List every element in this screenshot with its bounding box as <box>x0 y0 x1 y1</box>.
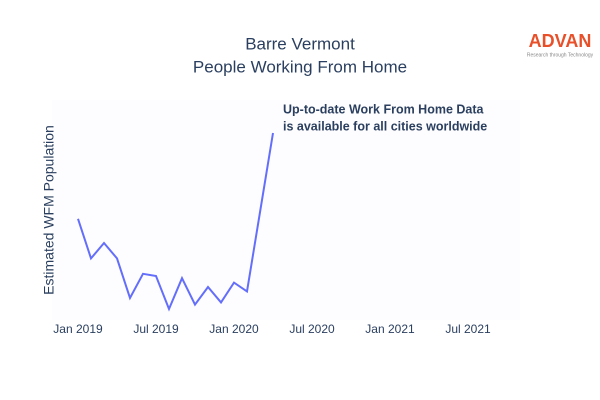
y-axis-title: Estimated WFM Population <box>41 125 57 295</box>
plot-area <box>52 100 520 320</box>
x-tick-label: Jan 2020 <box>209 322 259 336</box>
x-tick-label: Jan 2021 <box>365 322 415 336</box>
logo: ADVAN <box>529 31 592 51</box>
chart-subtitle: People Working From Home <box>193 57 407 76</box>
x-tick-label: Jul 2020 <box>289 322 335 336</box>
annotation: is available for all cities worldwide <box>283 119 487 133</box>
data-line <box>77 132 274 312</box>
chart-title: Barre Vermont <box>245 34 355 53</box>
x-tick-label: Jul 2019 <box>133 322 179 336</box>
logo-tagline: Research through Technology <box>527 52 594 58</box>
x-tick-label: Jul 2021 <box>445 322 491 336</box>
x-tick-label: Jan 2019 <box>53 322 103 336</box>
annotation: Up-to-date Work From Home Data <box>283 102 485 116</box>
